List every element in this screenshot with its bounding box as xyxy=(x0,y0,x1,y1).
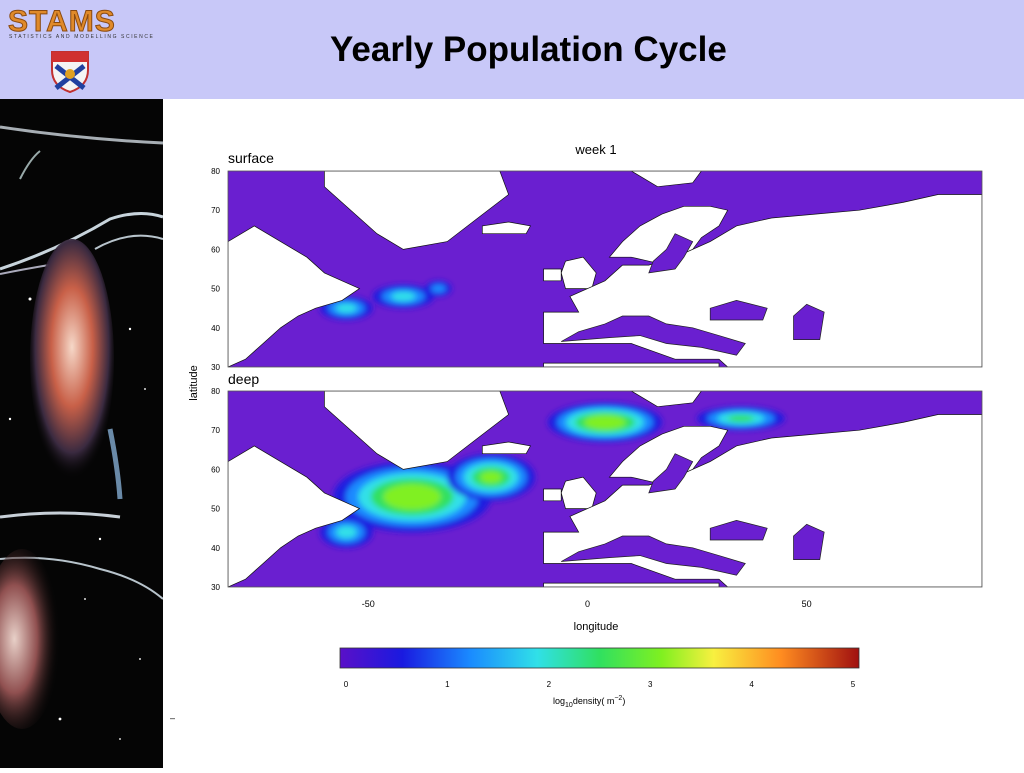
y-tick-label: 50 xyxy=(211,285,220,294)
colorbar-tick-label: 5 xyxy=(851,680,856,689)
colorbar-tick-label: 0 xyxy=(344,680,349,689)
colorbar-label-prefix: log xyxy=(553,696,565,706)
land-shape xyxy=(630,391,702,408)
surface-map xyxy=(228,171,982,367)
surface-land xyxy=(228,171,982,367)
y-tick-label: 40 xyxy=(211,324,220,333)
chart-title: week 1 xyxy=(574,142,616,157)
deep-land xyxy=(228,391,982,587)
land-shape xyxy=(481,441,532,455)
y-tick-label: 70 xyxy=(211,426,220,435)
density-bloom-deep-4-level-2 xyxy=(335,525,357,539)
x-tick-label: 0 xyxy=(585,599,590,609)
y-tick-label: 60 xyxy=(211,245,220,254)
land-shape xyxy=(481,221,532,235)
y-tick-label: 30 xyxy=(211,583,220,592)
colorbar xyxy=(339,647,860,669)
y-tick-label: 30 xyxy=(211,363,220,372)
x-tick-label: -50 xyxy=(362,599,375,609)
y-tick-label: 70 xyxy=(211,206,220,215)
deep-blooms xyxy=(320,402,785,548)
density-bloom-deep-0-level-5 xyxy=(395,489,429,505)
land-shape xyxy=(324,391,510,470)
sea-shape xyxy=(561,315,746,356)
land-shape xyxy=(324,171,510,250)
y-tick-label: 50 xyxy=(211,505,220,514)
sea-shape xyxy=(709,300,768,321)
sea-shape xyxy=(648,233,694,274)
land-shape xyxy=(543,582,720,587)
colorbar-ticks: 0 1 2 3 4 5 xyxy=(344,680,856,689)
density-bloom-surface-2-level-1 xyxy=(430,284,446,294)
colorbar-label-main: density( m xyxy=(573,696,615,706)
colorbar-tick-label: 3 xyxy=(648,680,653,689)
panel-label-surface: surface xyxy=(228,150,274,166)
density-bloom-deep-1-level-4 xyxy=(480,471,502,484)
x-ticks: -50 0 50 xyxy=(362,599,812,609)
colorbar-label-end: ) xyxy=(622,696,625,706)
land-shape xyxy=(543,268,562,282)
copepod-image xyxy=(0,125,163,740)
deep-y-ticks: 80 70 60 50 40 30 xyxy=(211,387,220,592)
stams-logo: STAMS xyxy=(8,5,116,39)
land-shape xyxy=(228,445,361,587)
colorbar-label-sub: 10 xyxy=(565,702,573,709)
land-shape xyxy=(228,225,361,367)
sea-shape xyxy=(793,523,825,560)
sea-shape xyxy=(793,303,825,340)
stams-logo-subtitle: STATISTICS AND MODELLING SCIENCE xyxy=(9,34,155,40)
colorbar-tick-label: 1 xyxy=(445,680,450,689)
surface-blooms xyxy=(320,280,452,320)
page-title: Yearly Population Cycle xyxy=(330,30,727,69)
copepod-photo xyxy=(0,99,163,768)
density-bloom-deep-2-level-5 xyxy=(593,418,617,427)
y-tick-label: 80 xyxy=(211,387,220,396)
colorbar-label-sup: −2 xyxy=(614,695,622,702)
sea-shape xyxy=(648,453,694,494)
sea-shape xyxy=(709,520,768,541)
y-tick-label: 80 xyxy=(211,167,220,176)
surface-y-ticks: 80 70 60 50 40 30 xyxy=(211,167,220,372)
land-shape xyxy=(543,488,562,502)
colorbar-label: log10density( m−2) xyxy=(553,695,625,709)
x-tick-label: 50 xyxy=(802,599,812,609)
slide-header: STAMS STATISTICS AND MODELLING SCIENCE Y… xyxy=(0,0,1024,99)
density-bloom-deep-3-level-3 xyxy=(727,414,755,422)
density-figure: surface week 1 80 70 60 50 40 30 deep 80 70 60 5… xyxy=(163,99,1024,768)
density-bloom-surface-0-level-2 xyxy=(391,291,416,302)
sea-shape xyxy=(561,535,746,576)
land-shape xyxy=(630,171,702,188)
deep-frame xyxy=(227,390,983,588)
y-tick-label: 40 xyxy=(211,544,220,553)
panel-label-deep: deep xyxy=(228,371,259,387)
colorbar-tick-label: 4 xyxy=(749,680,754,689)
crest-icon xyxy=(51,51,89,94)
y-tick-label: 60 xyxy=(211,465,220,474)
land-shape xyxy=(543,362,720,367)
deep-map xyxy=(228,391,982,587)
surface-frame xyxy=(227,170,983,368)
colorbar-tick-label: 2 xyxy=(547,680,552,689)
density-bloom-surface-1-level-2 xyxy=(335,303,357,313)
x-axis-label: longitude xyxy=(574,621,619,633)
y-axis-label: latitude xyxy=(188,365,200,400)
footer-mark: – xyxy=(170,713,176,723)
